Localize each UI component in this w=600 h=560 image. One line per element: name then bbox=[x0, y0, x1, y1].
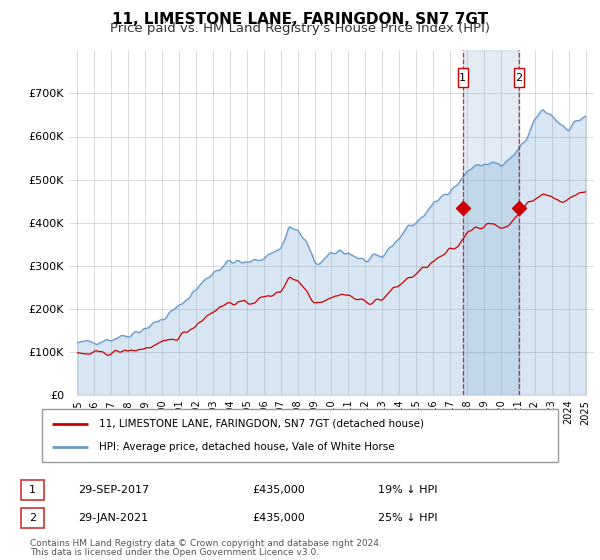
Text: 1: 1 bbox=[29, 485, 36, 495]
Text: 11, LIMESTONE LANE, FARINGDON, SN7 7GT (detached house): 11, LIMESTONE LANE, FARINGDON, SN7 7GT (… bbox=[99, 419, 424, 429]
Text: HPI: Average price, detached house, Vale of White Horse: HPI: Average price, detached house, Vale… bbox=[99, 442, 394, 452]
Text: Contains HM Land Registry data © Crown copyright and database right 2024.: Contains HM Land Registry data © Crown c… bbox=[30, 539, 382, 548]
Text: 25% ↓ HPI: 25% ↓ HPI bbox=[378, 513, 437, 523]
Text: 2: 2 bbox=[515, 73, 523, 83]
Text: 1: 1 bbox=[459, 73, 466, 83]
Text: 29-JAN-2021: 29-JAN-2021 bbox=[78, 513, 148, 523]
FancyBboxPatch shape bbox=[514, 68, 524, 87]
Text: £435,000: £435,000 bbox=[252, 513, 305, 523]
Text: 2: 2 bbox=[29, 513, 36, 523]
Text: 29-SEP-2017: 29-SEP-2017 bbox=[78, 485, 149, 495]
Text: This data is licensed under the Open Government Licence v3.0.: This data is licensed under the Open Gov… bbox=[30, 548, 319, 557]
Text: 11, LIMESTONE LANE, FARINGDON, SN7 7GT: 11, LIMESTONE LANE, FARINGDON, SN7 7GT bbox=[112, 12, 488, 27]
Text: £435,000: £435,000 bbox=[252, 485, 305, 495]
Text: 19% ↓ HPI: 19% ↓ HPI bbox=[378, 485, 437, 495]
Text: Price paid vs. HM Land Registry's House Price Index (HPI): Price paid vs. HM Land Registry's House … bbox=[110, 22, 490, 35]
FancyBboxPatch shape bbox=[458, 68, 468, 87]
Bar bbox=[463, 50, 519, 395]
